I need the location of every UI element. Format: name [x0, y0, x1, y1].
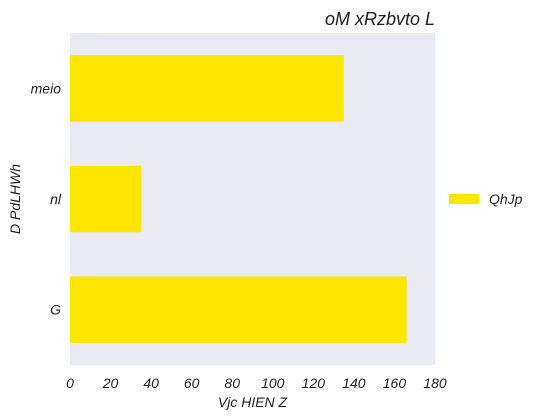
x-tick-label-60: 60: [184, 375, 200, 391]
legend-label: QhJp: [489, 191, 523, 207]
y-axis-label: D PdLHWh: [7, 164, 23, 234]
bar-meio: [70, 55, 344, 122]
y-tick-labels: meio nl G: [31, 80, 62, 317]
chart-title: oM xRzbvto L: [325, 9, 435, 29]
y-tick-label-nl: nl: [50, 191, 62, 207]
y-tick-label-G: G: [50, 302, 61, 318]
x-axis-label: Vjc HIEN Z: [218, 394, 288, 410]
x-tick-labels: 0 20 40 60 80 100 120 140 160 180: [66, 375, 447, 391]
x-tick-label-20: 20: [102, 375, 119, 391]
legend-swatch: [449, 194, 479, 204]
x-tick-label-80: 80: [224, 375, 240, 391]
x-tick-label-100: 100: [261, 375, 285, 391]
x-tick-label-40: 40: [143, 375, 159, 391]
bar-G: [70, 276, 407, 343]
legend: QhJp: [449, 191, 523, 207]
x-tick-label-0: 0: [66, 375, 74, 391]
bar-nl: [70, 165, 141, 233]
x-tick-label-180: 180: [423, 375, 447, 391]
x-tick-label-120: 120: [302, 375, 326, 391]
x-tick-label-140: 140: [342, 375, 366, 391]
y-tick-label-meio: meio: [31, 80, 62, 96]
bars-group: [70, 55, 407, 343]
x-tick-label-160: 160: [383, 375, 407, 391]
